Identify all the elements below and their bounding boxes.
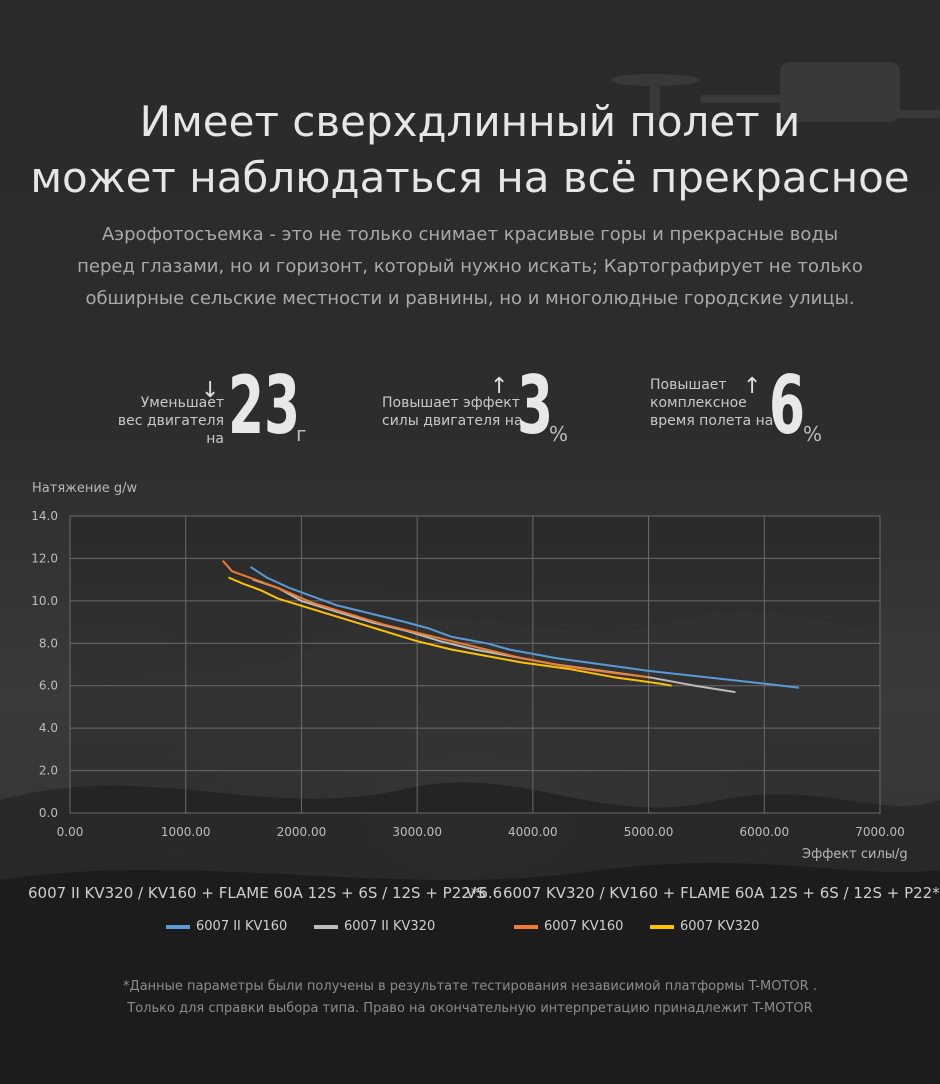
- footnote-line-2: Только для справки выбора типа. Право на…: [127, 1001, 813, 1016]
- legend-item: 6007 KV160: [514, 919, 623, 934]
- series-line-6007-kv320: [228, 576, 672, 687]
- comparison-vs: VS: [466, 884, 486, 902]
- stat-flight-value: 6: [769, 359, 806, 452]
- stat-force-value: 3: [517, 359, 554, 452]
- title-line-1: Имеет сверхдлинный полет и: [139, 97, 801, 146]
- stat-force-unit: %: [549, 422, 569, 446]
- arrow-up-icon: ↑: [743, 374, 762, 399]
- stat-weight-label-line: вес двигателя на: [117, 413, 224, 447]
- intro-line-2: перед глазами, но и горизонт, который ну…: [77, 256, 863, 277]
- comparison-left: 6007 II KV320 / KV160 + FLAME 60A 12S + …: [28, 884, 503, 902]
- stat-force-label-line: Повышает эффект: [382, 395, 520, 411]
- footnote-line-1: *Данные параметры были получены в резуль…: [123, 979, 817, 994]
- x-tick-label: 3000.00: [392, 825, 442, 839]
- legend-label: 6007 KV160: [544, 919, 624, 934]
- x-tick-label: 6000.00: [739, 825, 789, 839]
- intro-text: Аэрофотосъемка - это не только снимает к…: [60, 219, 880, 315]
- stat-force-label: Повышает эффект силы двигателя на: [382, 394, 532, 430]
- legend-swatch: [514, 924, 538, 929]
- legend-swatch: [166, 924, 190, 929]
- y-tick-label: 10.0: [31, 594, 58, 608]
- line-chart: 0.0 2.0 4.0 6.0 8.0 10.0 12.0 14.0 0.00 1000.00 20…: [31, 509, 905, 839]
- y-tick-label: 2.0: [39, 764, 58, 778]
- intro-line-3: обширные сельские местности и равнины, н…: [85, 288, 855, 309]
- x-axis-title: Эффект силы/g: [802, 847, 908, 862]
- series-line-6007-ii-kv160: [249, 566, 800, 689]
- y-tick-label: 6.0: [39, 679, 58, 693]
- y-tick-label: 12.0: [31, 551, 58, 565]
- y-tick-label: 14.0: [31, 509, 58, 523]
- stat-flight-label-line: время полета на: [650, 413, 774, 429]
- x-tick-label: 7000.00: [855, 825, 905, 839]
- stat-weight-label-line: Уменьшает: [140, 395, 224, 411]
- legend-label: 6007 KV320: [680, 919, 760, 934]
- legend-swatch: [650, 924, 674, 929]
- stat-flight-label: Повышает комплексное время полета на: [650, 376, 790, 430]
- series-line-6007-kv160: [221, 559, 649, 679]
- arrow-up-icon: ↑: [490, 374, 509, 399]
- y-tick-label: 8.0: [39, 636, 58, 650]
- stat-weight-value: 23: [228, 359, 301, 452]
- page-title: Имеет сверхдлинный полет и может наблюда…: [0, 94, 940, 206]
- footnote: *Данные параметры были получены в резуль…: [0, 976, 940, 1020]
- legend-item: 6007 II KV320: [314, 919, 435, 934]
- plot-area: [69, 515, 881, 814]
- legend-label: 6007 II KV160: [196, 919, 288, 934]
- stat-flight-unit: %: [803, 422, 823, 446]
- x-tick-label: 5000.00: [624, 825, 674, 839]
- stat-flight-label-line: Повышает: [650, 377, 727, 393]
- stat-weight-label: Уменьшает вес двигателя на: [114, 394, 224, 448]
- legend-item: 6007 KV320: [650, 919, 759, 934]
- x-tick-label: 2000.00: [277, 825, 327, 839]
- arrow-down-icon: ↓: [201, 378, 220, 403]
- x-tick-label: 1000.00: [161, 825, 211, 839]
- comparison-right: 6007 KV320 / KV160 + FLAME 60A 12S + 6S …: [503, 884, 940, 902]
- stat-flight-label-line: комплексное: [650, 395, 747, 411]
- legend-item: 6007 II KV160: [166, 919, 287, 934]
- x-tick-label: 0.00: [57, 825, 84, 839]
- stat-force-label-line: силы двигателя на: [382, 413, 523, 429]
- x-tick-label: 4000.00: [508, 825, 558, 839]
- legend-swatch: [314, 924, 338, 929]
- title-line-2: может наблюдаться на всё прекрасное: [30, 153, 910, 202]
- intro-line-1: Аэрофотосъемка - это не только снимает к…: [101, 224, 839, 245]
- y-tick-label: 4.0: [39, 721, 58, 735]
- legend-label: 6007 II KV320: [344, 919, 436, 934]
- stat-weight-unit: г: [296, 422, 307, 446]
- y-tick-label: 0.0: [39, 806, 58, 820]
- y-axis-title: Натяжение g/w: [32, 481, 138, 496]
